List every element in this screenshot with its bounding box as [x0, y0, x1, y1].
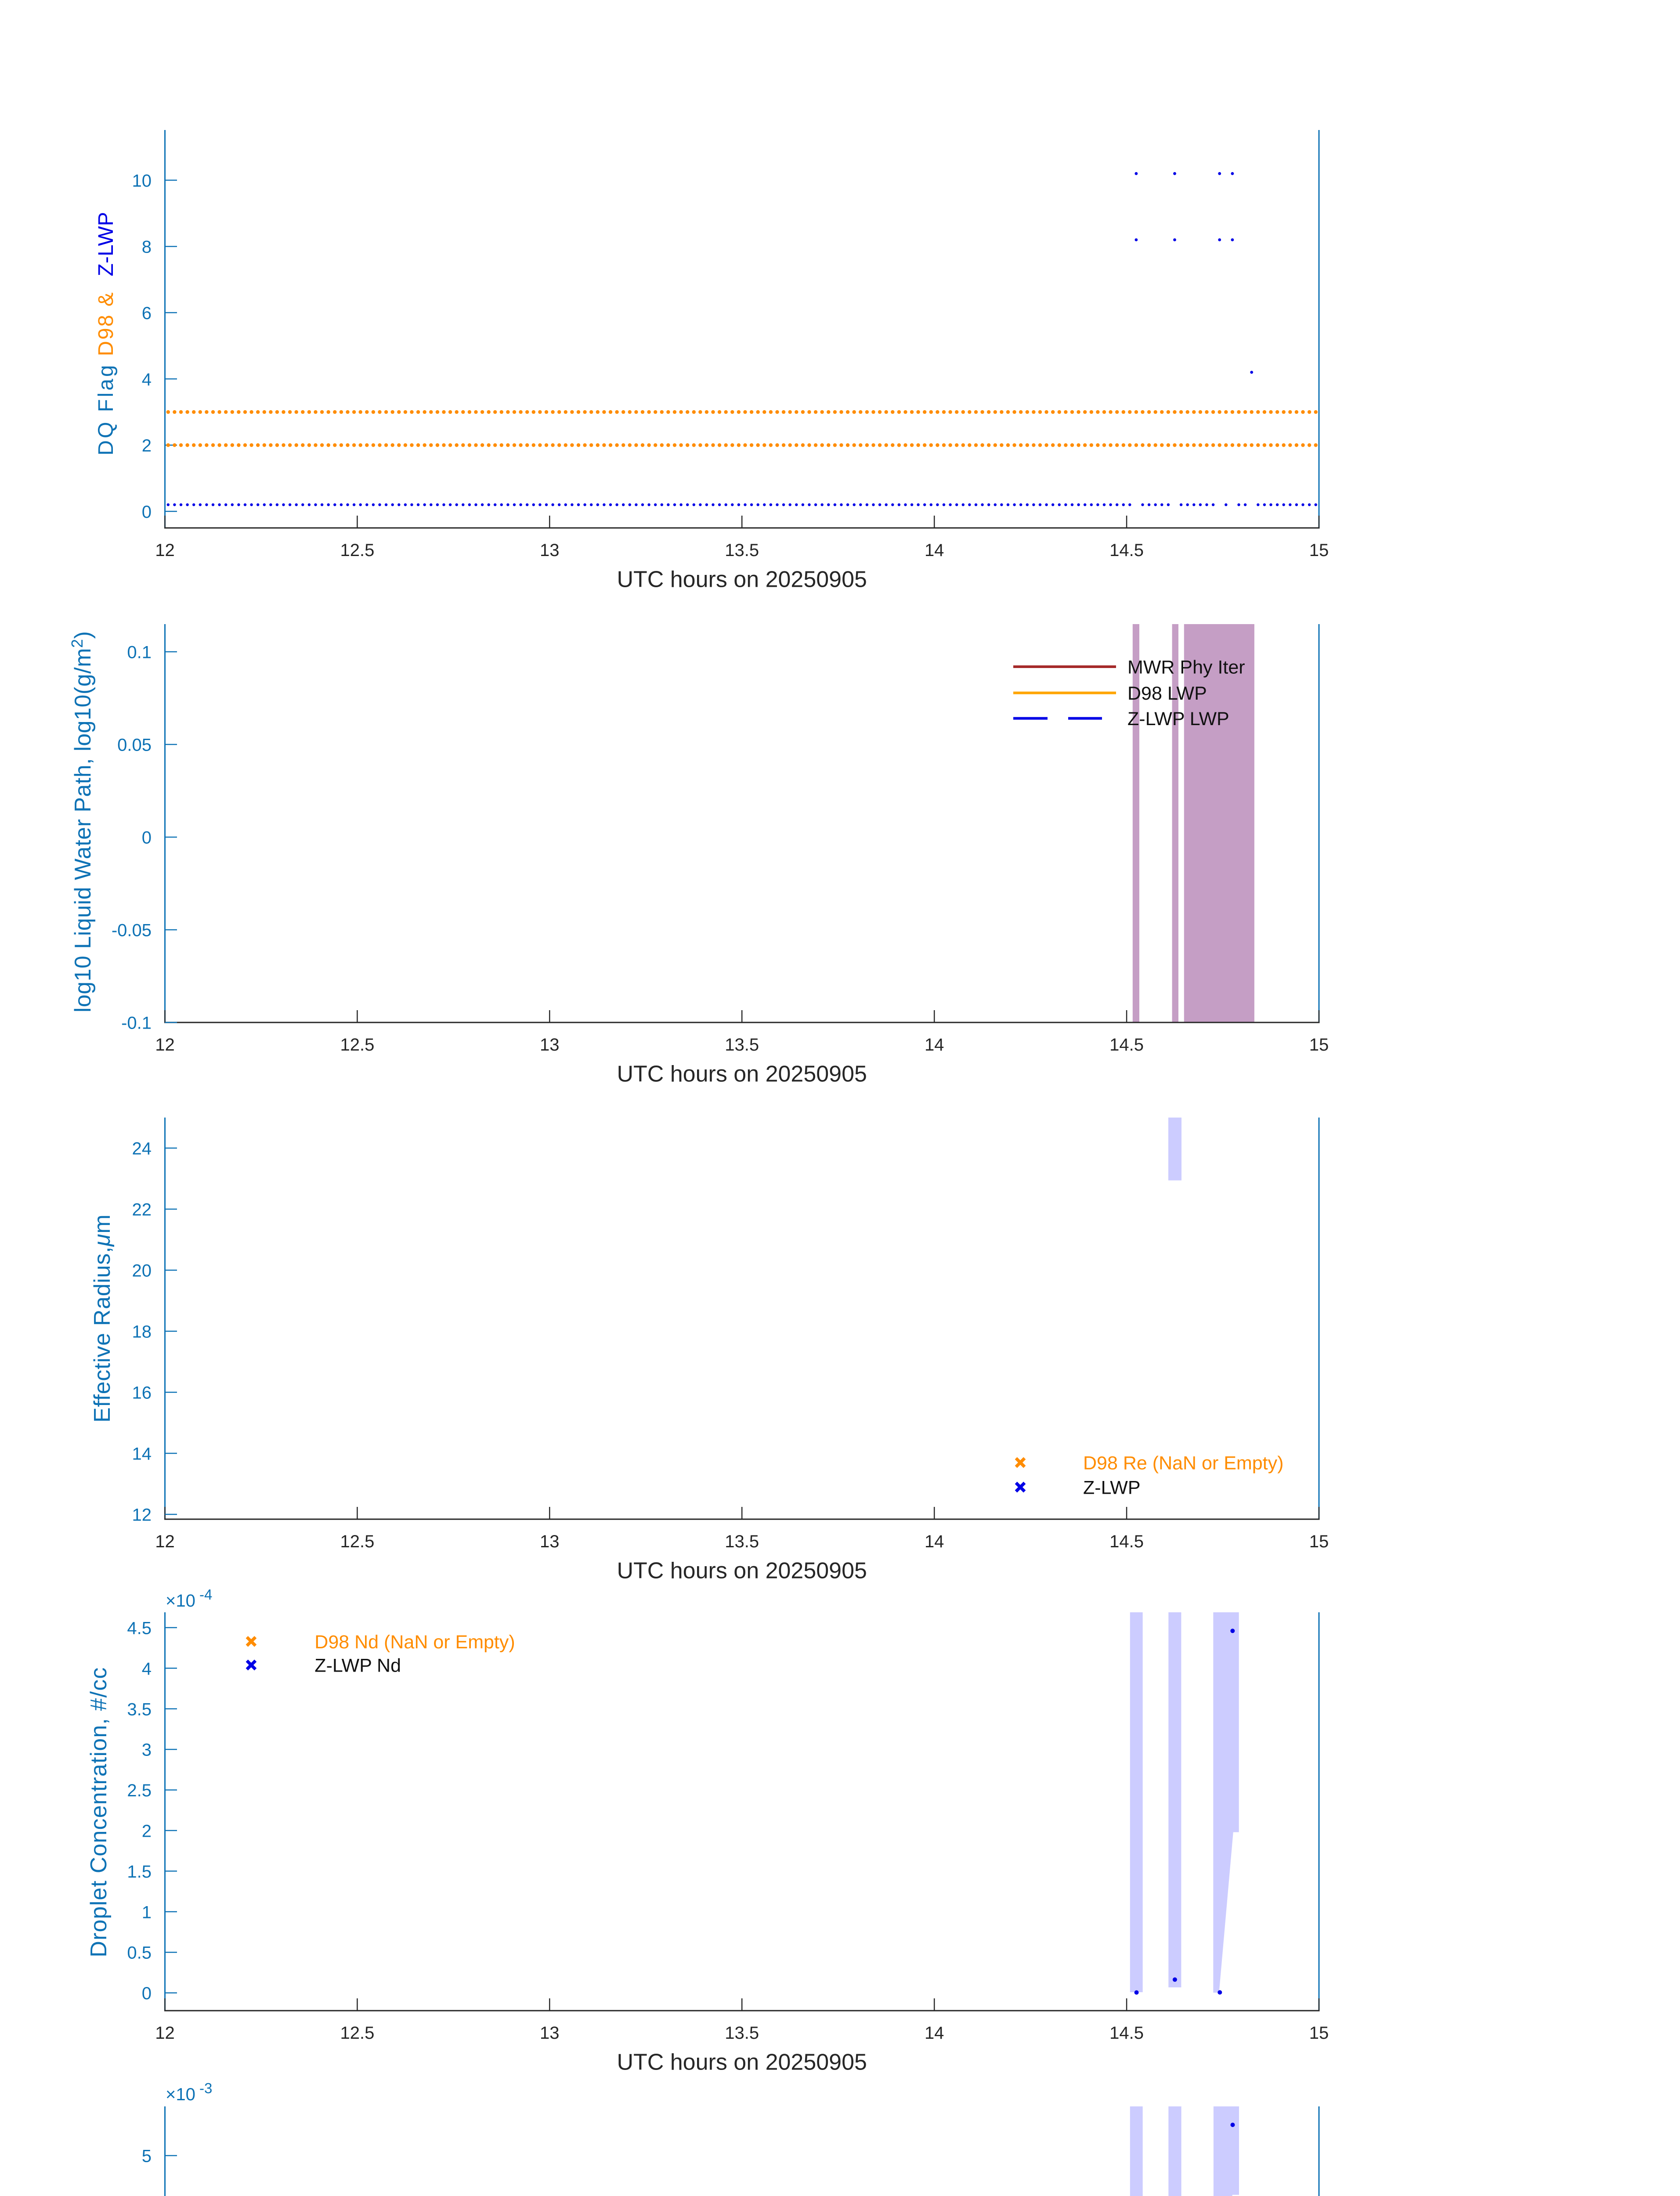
svg-text:D98 Nd (NaN or Empty): D98 Nd (NaN or Empty)	[314, 1632, 515, 1653]
svg-text:3: 3	[142, 1741, 152, 1760]
svg-text:Droplet Concentration, #/cc: Droplet Concentration, #/cc	[86, 1667, 112, 1957]
svg-text:2: 2	[142, 436, 152, 455]
svg-text:0.05: 0.05	[117, 736, 152, 755]
svg-text:Z-LWP LWP: Z-LWP LWP	[1127, 708, 1229, 730]
svg-text:UTC hours on 20250905: UTC hours on 20250905	[617, 1062, 867, 1087]
svg-text:D98 Re (NaN or Empty): D98 Re (NaN or Empty)	[1083, 1453, 1283, 1474]
svg-text:14: 14	[925, 541, 944, 560]
svg-text:0.1: 0.1	[127, 643, 152, 662]
svg-text:UTC hours on 20250905: UTC hours on 20250905	[617, 2050, 867, 2075]
svg-text:13: 13	[540, 1532, 560, 1551]
svg-text:3.5: 3.5	[127, 1700, 152, 1719]
svg-text:6: 6	[142, 304, 152, 323]
svg-text:14: 14	[132, 1445, 152, 1464]
svg-text:MWR Phy Iter: MWR Phy Iter	[1127, 657, 1245, 678]
svg-text:0: 0	[142, 828, 152, 848]
svg-text:14.5: 14.5	[1109, 1532, 1144, 1551]
svg-text:18: 18	[132, 1322, 152, 1342]
svg-text:12.5: 12.5	[340, 1532, 374, 1551]
svg-text:8: 8	[142, 238, 152, 257]
svg-text:log10 Liquid Water Path, log10: log10 Liquid Water Path, log10(g/m2)	[68, 631, 96, 1013]
svg-text:22: 22	[132, 1200, 152, 1220]
svg-text:14: 14	[925, 2023, 944, 2043]
svg-text:14: 14	[925, 1532, 944, 1551]
svg-text:2: 2	[142, 1822, 152, 1841]
svg-text:16: 16	[132, 1383, 152, 1403]
svg-text:4: 4	[142, 1659, 152, 1679]
svg-text:13: 13	[540, 1035, 560, 1055]
svg-text:10: 10	[132, 171, 152, 191]
svg-text:4.5: 4.5	[127, 1619, 152, 1638]
svg-text:15: 15	[1309, 541, 1329, 560]
svg-text:12: 12	[155, 541, 175, 560]
svg-text:-0.05: -0.05	[112, 921, 152, 940]
svg-text:12: 12	[155, 1035, 175, 1055]
svg-text:13.5: 13.5	[725, 2023, 759, 2043]
svg-text:12: 12	[155, 1532, 175, 1551]
svg-text:D98 &: D98 &	[94, 291, 118, 356]
svg-text:15: 15	[1309, 1532, 1329, 1551]
svg-text:DQ Flag: DQ Flag	[94, 363, 118, 455]
svg-text:4: 4	[142, 370, 152, 389]
svg-text:13.5: 13.5	[725, 1035, 759, 1055]
svg-text:12: 12	[155, 2023, 175, 2043]
svg-text:0: 0	[142, 502, 152, 522]
svg-text:14: 14	[925, 1035, 944, 1055]
svg-text:15: 15	[1309, 1035, 1329, 1055]
svg-text:Effective Radius,μm: Effective Radius,μm	[90, 1214, 115, 1423]
svg-text:UTC hours on 20250905: UTC hours on 20250905	[617, 1558, 867, 1584]
svg-text:14.5: 14.5	[1109, 1035, 1144, 1055]
svg-text:0: 0	[142, 1984, 152, 2003]
svg-text:15: 15	[1309, 2023, 1329, 2043]
svg-text:20: 20	[132, 1261, 152, 1281]
svg-text:24: 24	[132, 1139, 152, 1159]
svg-text:5: 5	[142, 2147, 152, 2166]
svg-text:Z-LWP Nd: Z-LWP Nd	[314, 1655, 401, 1676]
svg-text:-0.1: -0.1	[121, 1014, 152, 1033]
svg-text:13: 13	[540, 2023, 560, 2043]
svg-text:Z-LWP: Z-LWP	[1083, 1477, 1141, 1499]
svg-text:UTC hours on 20250905: UTC hours on 20250905	[617, 567, 867, 592]
svg-text:2.5: 2.5	[127, 1781, 152, 1800]
svg-text:12.5: 12.5	[340, 1035, 374, 1055]
svg-text:D98 LWP: D98 LWP	[1127, 683, 1207, 704]
svg-text:13: 13	[540, 541, 560, 560]
svg-text:14.5: 14.5	[1109, 541, 1144, 560]
svg-text:1.5: 1.5	[127, 1862, 152, 1882]
svg-text:13.5: 13.5	[725, 541, 759, 560]
svg-text:12.5: 12.5	[340, 541, 374, 560]
svg-text:14.5: 14.5	[1109, 2023, 1144, 2043]
svg-text:1: 1	[142, 1903, 152, 1922]
svg-text:12: 12	[132, 1506, 152, 1525]
svg-text:12.5: 12.5	[340, 2023, 374, 2043]
svg-text:Z-LWP: Z-LWP	[94, 212, 118, 276]
svg-text:0.5: 0.5	[127, 1943, 152, 1963]
svg-text:13.5: 13.5	[725, 1532, 759, 1551]
